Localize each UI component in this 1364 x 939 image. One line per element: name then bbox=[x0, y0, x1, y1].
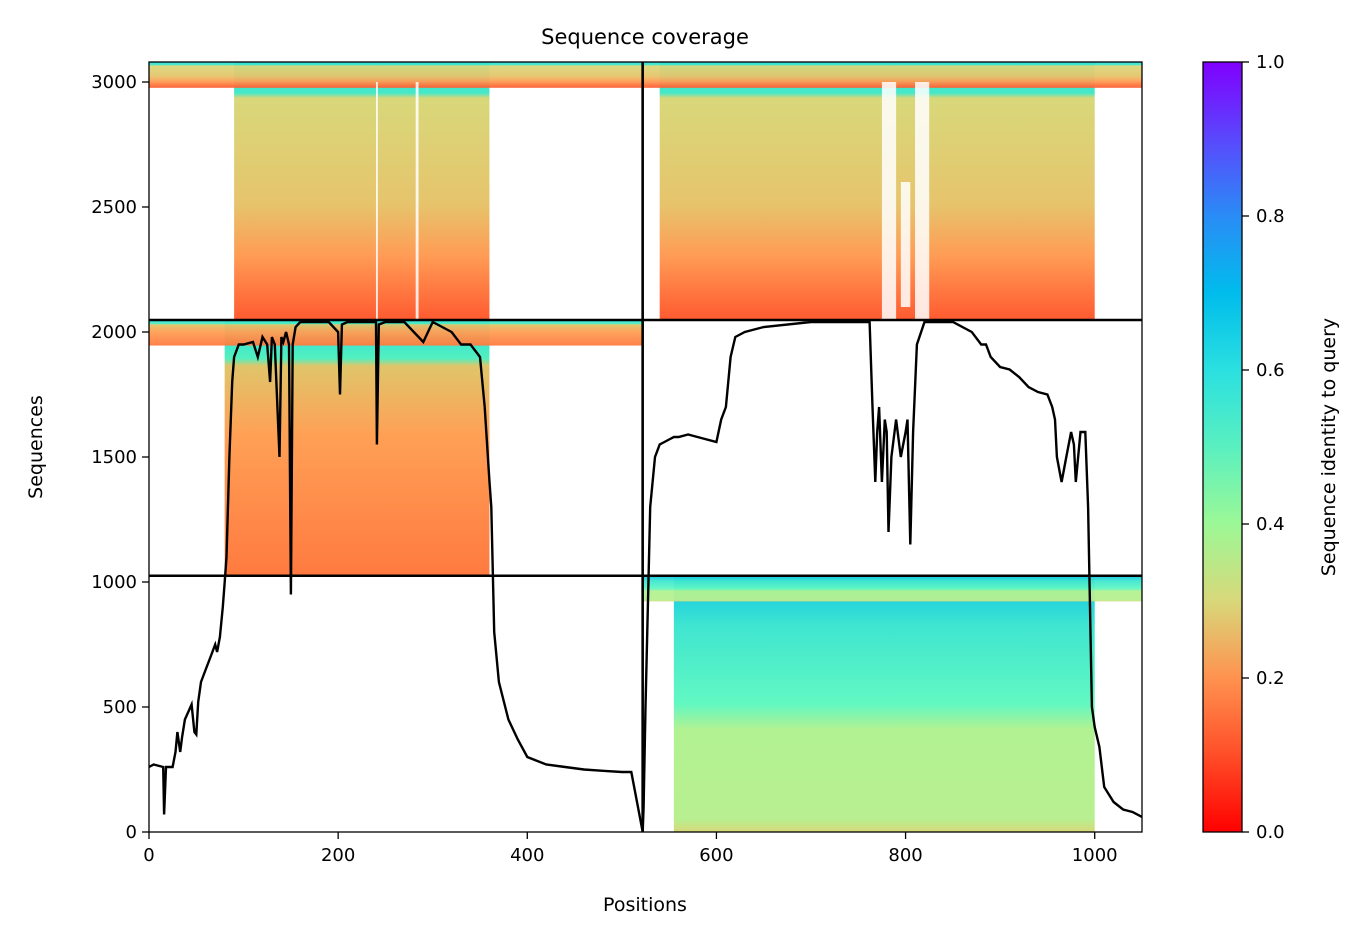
identity-block-band-1 bbox=[149, 62, 643, 88]
y-tick-label: 2000 bbox=[91, 322, 137, 343]
y-axis-ticks: 0 500 1000 1500 2000 2500 3000 bbox=[91, 72, 149, 843]
colorbar-label: Sequence identity to query bbox=[1318, 318, 1340, 576]
gap-stripe-4 bbox=[415, 82, 419, 320]
y-tick-label: 1500 bbox=[91, 447, 137, 468]
x-tick-label: 0 bbox=[143, 845, 154, 866]
identity-block-3 bbox=[224, 320, 490, 576]
plot-frame bbox=[148, 61, 1143, 833]
identity-block-4 bbox=[673, 575, 1095, 832]
x-axis-ticks: 0 200 400 600 800 1000 bbox=[143, 832, 1118, 866]
y-tick-label: 0 bbox=[126, 822, 137, 843]
block-boundaries bbox=[149, 62, 1142, 832]
identity-block-1 bbox=[234, 62, 490, 320]
y-tick-label: 2500 bbox=[91, 197, 137, 218]
colorbar-tick-label: 1.0 bbox=[1256, 52, 1285, 73]
coverage-gaps bbox=[375, 82, 930, 320]
gap-stripe-1 bbox=[881, 82, 897, 320]
colorbar-tick-label: 0.8 bbox=[1256, 206, 1285, 227]
colorbar-tick-label: 0.4 bbox=[1256, 514, 1285, 535]
coverage-line bbox=[149, 320, 1142, 832]
identity-block-band-4 bbox=[642, 575, 1142, 602]
identity-blocks bbox=[149, 62, 1142, 832]
plot-area bbox=[149, 62, 1142, 832]
identity-block-band-3 bbox=[149, 320, 643, 346]
x-tick-label: 800 bbox=[888, 845, 922, 866]
y-tick-label: 500 bbox=[103, 697, 137, 718]
y-tick-label: 3000 bbox=[91, 72, 137, 93]
x-tick-label: 600 bbox=[699, 845, 733, 866]
y-tick-label: 1000 bbox=[91, 572, 137, 593]
colorbar-tick-label: 0.2 bbox=[1256, 668, 1285, 689]
gap-stripe-3 bbox=[900, 182, 911, 307]
x-tick-label: 400 bbox=[510, 845, 544, 866]
y-axis-label: Sequences bbox=[25, 395, 47, 499]
x-tick-label: 1000 bbox=[1072, 845, 1118, 866]
colorbar-ticks: 0.0 0.2 0.4 0.6 0.8 1.0 bbox=[1242, 52, 1285, 843]
colorbar: 0.0 0.2 0.4 0.6 0.8 1.0 Sequence identity to … bbox=[1202, 52, 1340, 843]
gap-stripe-5 bbox=[375, 82, 378, 320]
colorbar-tick-label: 0.6 bbox=[1256, 360, 1285, 381]
colorbar-tick-label: 0.0 bbox=[1256, 822, 1285, 843]
x-axis-label: Positions bbox=[603, 894, 687, 916]
chart-title: Sequence coverage bbox=[541, 25, 749, 49]
gap-stripe-2 bbox=[915, 82, 930, 320]
x-tick-label: 200 bbox=[321, 845, 355, 866]
colorbar-gradient bbox=[1202, 61, 1243, 833]
identity-block-2 bbox=[659, 62, 1095, 320]
